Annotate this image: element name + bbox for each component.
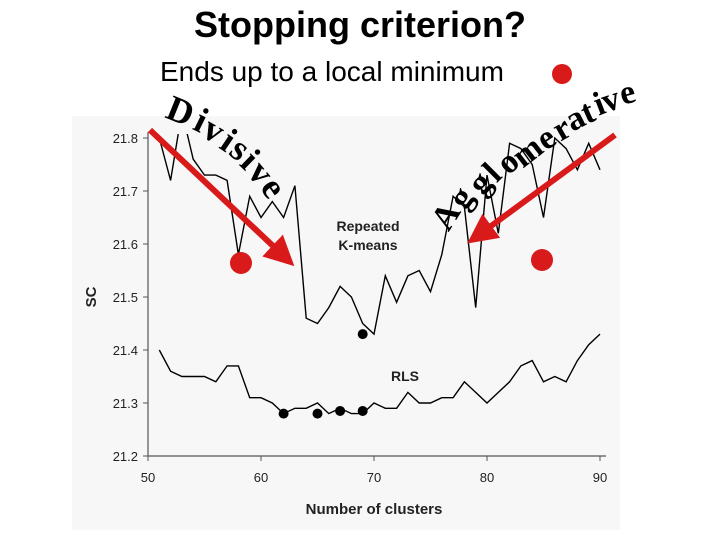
y-axis-label: SC	[83, 286, 100, 307]
agglomerative-arrow	[467, 132, 617, 244]
local-minimum-marker	[230, 252, 252, 274]
y-tick-label: 21.3	[113, 396, 138, 411]
minimum-point	[357, 405, 368, 416]
slide-subtitle: Ends up to a local minimum	[160, 56, 504, 87]
annotation-repeated-kmeans: Repeated	[336, 218, 399, 234]
series-line-repeated-kmeans	[158, 134, 601, 336]
minimum-point	[335, 405, 346, 416]
y-tick-label: 21.5	[113, 290, 138, 305]
x-tick-label: 50	[141, 470, 155, 485]
x-tick-label: 90	[593, 470, 607, 485]
annotation-rls: RLS	[391, 368, 419, 384]
local-minimum-marker	[531, 249, 553, 271]
x-axis-label: Number of clusters	[306, 501, 443, 518]
annotation-repeated-kmeans: K-means	[338, 237, 397, 253]
minimum-point	[312, 408, 323, 419]
x-tick-label: 80	[480, 470, 494, 485]
y-tick-label: 21.7	[113, 184, 138, 199]
x-tick-label: 60	[254, 470, 268, 485]
divisive-arrow	[147, 127, 295, 267]
y-tick-label: 21.6	[113, 237, 138, 252]
series-line-rls	[158, 333, 601, 415]
x-tick-label: 70	[367, 470, 381, 485]
y-tick-label: 21.4	[113, 343, 138, 358]
plot-background	[72, 116, 620, 530]
minimum-point	[357, 329, 368, 340]
y-tick-label: 21.8	[113, 131, 138, 146]
title-bullet-marker	[552, 64, 572, 84]
y-tick-label: 21.2	[113, 449, 138, 464]
slide-title: Stopping criterion?	[194, 4, 526, 45]
minimum-point	[278, 408, 289, 419]
